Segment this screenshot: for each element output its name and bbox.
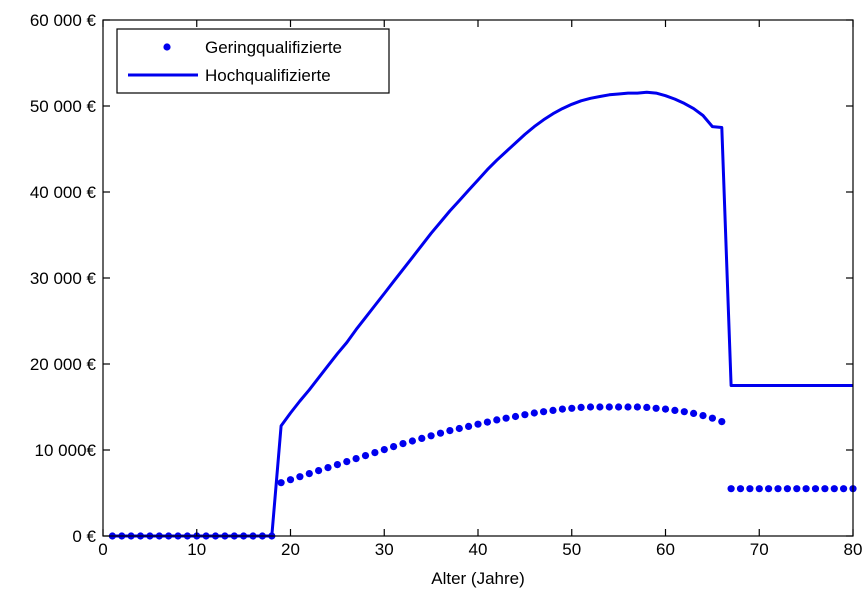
x-tick-label: 30: [375, 540, 394, 559]
data-point: [446, 427, 454, 435]
data-point: [633, 403, 642, 411]
legend-label-hochqualifizierte: Hochqualifizierte: [205, 66, 331, 85]
data-point: [296, 473, 304, 481]
data-point: [399, 440, 407, 448]
series-line-hochqualifizierte: [112, 90, 853, 538]
data-point: [568, 404, 576, 412]
data-point: [315, 467, 323, 475]
data-point: [333, 461, 341, 469]
data-point: [755, 485, 763, 493]
data-point: [605, 403, 613, 411]
x-axis: 0 10 20 30 40 50 60 70 80: [98, 20, 862, 559]
y-tick-label: 0 €: [72, 527, 96, 546]
data-point: [286, 476, 295, 484]
data-point: [408, 437, 416, 445]
y-tick-label: 20 000 €: [30, 355, 97, 374]
data-point: [465, 422, 473, 430]
data-point: [840, 485, 848, 493]
x-tick-label: 50: [562, 540, 581, 559]
data-point: [615, 403, 623, 411]
x-axis-label: Alter (Jahre): [431, 569, 525, 588]
y-tick-label: 10 000€: [35, 441, 97, 460]
legend-box: [116, 28, 390, 94]
data-point: [708, 414, 717, 422]
data-point: [596, 403, 604, 411]
data-point: [277, 479, 285, 487]
data-point: [830, 485, 838, 493]
data-point: [427, 432, 435, 440]
data-point: [680, 408, 688, 416]
legend-swatch-geringqualifizierte: [163, 43, 171, 51]
data-point: [624, 403, 632, 411]
data-point: [390, 443, 398, 451]
data-point: [380, 446, 388, 454]
data-point: [540, 408, 548, 416]
x-tick-label: 0: [98, 540, 107, 559]
y-tick-label: 50 000 €: [30, 97, 97, 116]
data-point: [343, 458, 351, 466]
data-point: [352, 455, 360, 463]
data-point: [324, 464, 332, 472]
data-point: [493, 416, 501, 424]
data-point: [305, 470, 313, 478]
data-point: [549, 406, 557, 414]
data-point: [521, 411, 529, 419]
y-tick-label: 60 000 €: [30, 11, 97, 30]
data-point: [530, 409, 538, 417]
y-tick-label: 40 000 €: [30, 183, 97, 202]
data-point: [802, 485, 810, 493]
y-tick-label: 30 000 €: [30, 269, 97, 288]
data-point: [483, 418, 491, 426]
data-point: [765, 485, 773, 493]
data-point: [671, 406, 679, 414]
data-point: [793, 485, 801, 493]
data-point: [727, 485, 735, 493]
data-point: [502, 414, 510, 422]
data-point: [699, 412, 707, 420]
x-tick-label: 80: [844, 540, 863, 559]
y-axis: 0 € 10 000€ 20 000 € 30 000 € 40 000 € 50 000…: [30, 11, 853, 546]
data-point: [455, 424, 463, 433]
legend: Geringqualifizierte Hochqualifizierte: [116, 28, 390, 94]
data-point: [690, 409, 698, 417]
data-point: [661, 405, 670, 413]
x-tick-label: 70: [750, 540, 769, 559]
data-point: [643, 403, 651, 411]
data-point: [718, 418, 726, 426]
data-point: [436, 429, 445, 437]
x-tick-label: 20: [281, 540, 300, 559]
data-point: [418, 434, 426, 442]
data-point: [371, 449, 379, 457]
legend-label-geringqualifizierte: Geringqualifizierte: [205, 38, 342, 57]
series-layer: [108, 90, 857, 540]
x-tick-label: 60: [656, 540, 675, 559]
data-point: [586, 403, 595, 411]
data-point: [652, 404, 660, 412]
data-point: [577, 403, 585, 411]
data-point: [474, 420, 482, 428]
data-point: [511, 412, 520, 421]
x-tick-label: 10: [187, 540, 206, 559]
data-point: [821, 485, 829, 493]
data-point: [774, 485, 782, 493]
data-point: [736, 485, 745, 493]
data-point: [361, 452, 370, 460]
data-point: [746, 485, 754, 493]
data-point: [811, 485, 820, 493]
data-point: [558, 405, 567, 413]
x-tick-label: 40: [469, 540, 488, 559]
data-point: [783, 485, 792, 493]
